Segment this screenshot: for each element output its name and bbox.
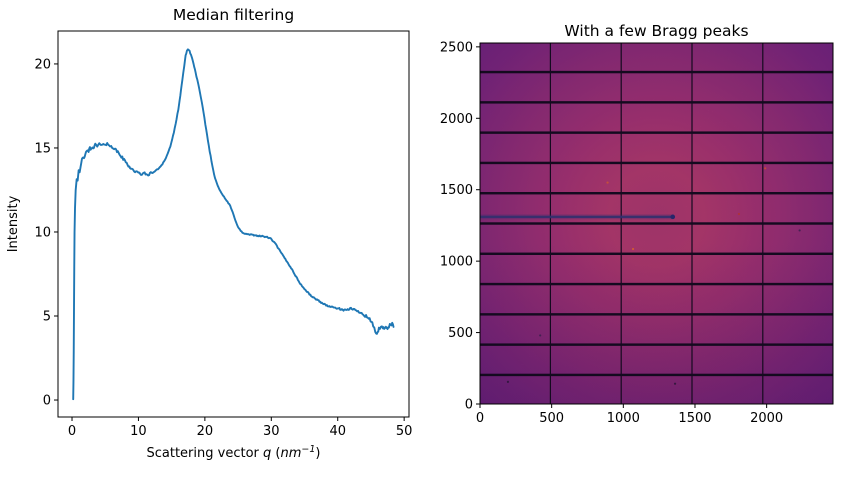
- y-tick-label: 1500: [440, 183, 473, 198]
- module-gap-horizontal: [480, 131, 833, 134]
- intensity-curve: [72, 48, 395, 401]
- x-tick-label: 0: [476, 411, 484, 426]
- x-tick-label: 20: [197, 424, 214, 439]
- bragg-peaks-subplot: With a few Bragg peaks 0 500 1000 1500 2000 …: [440, 22, 834, 426]
- y-tick-label: 20: [34, 57, 51, 72]
- left-y-axis-label: Intensity: [6, 195, 21, 252]
- x-tick-label: 0: [68, 424, 76, 439]
- bragg-peak-dot: [539, 334, 542, 337]
- left-y-axis-ticks: 0 5 10 15 20: [34, 57, 58, 409]
- detector-image: [480, 43, 833, 404]
- module-gap-horizontal: [480, 343, 833, 346]
- x-tick-label: 50: [396, 424, 413, 439]
- x-tick-label: 1000: [607, 411, 640, 426]
- x-tick-label: 10: [130, 424, 147, 439]
- right-y-axis-ticks: 0 500 1000 1500 2000 2500: [440, 40, 480, 413]
- bragg-peak-dot: [764, 167, 767, 170]
- x-tick-label: 40: [329, 424, 346, 439]
- right-x-axis-ticks: 0 500 1000 1500 2000: [476, 404, 783, 426]
- y-tick-label: 15: [34, 141, 51, 156]
- y-tick-label: 10: [34, 225, 51, 240]
- y-tick-label: 1000: [440, 255, 473, 270]
- module-gap-horizontal: [480, 161, 833, 165]
- left-x-axis-ticks: 0 10 20 30 40 50: [68, 417, 413, 439]
- left-x-axis-label: Scattering vector q (nm−1): [147, 444, 321, 461]
- bragg-peak-dot: [673, 382, 677, 385]
- y-tick-label: 2500: [440, 40, 473, 55]
- x-axis-label-part: q: [263, 446, 271, 461]
- y-tick-label: 0: [465, 398, 473, 413]
- right-plot-title: With a few Bragg peaks: [564, 22, 748, 40]
- bragg-peak-dot: [506, 380, 510, 383]
- module-gap-horizontal: [480, 192, 833, 195]
- x-axis-label-part: ): [315, 446, 320, 461]
- y-tick-label: 2000: [440, 112, 473, 127]
- median-filtering-subplot: Median filtering 0 10 20 30 40 50 0 5 10 15 20 In…: [6, 6, 412, 461]
- beamstop-arm: [480, 215, 672, 218]
- x-tick-label: 500: [539, 411, 564, 426]
- module-gap-horizontal: [480, 282, 833, 286]
- bragg-peak-dot: [737, 212, 741, 216]
- module-gap-horizontal: [480, 222, 833, 225]
- x-axis-label-part: nm: [281, 446, 302, 461]
- beamstop-dot: [670, 214, 676, 220]
- module-gap-horizontal: [480, 373, 833, 377]
- x-tick-label: 1500: [678, 411, 711, 426]
- module-gap-horizontal: [480, 70, 833, 74]
- x-tick-label: 2000: [750, 411, 783, 426]
- module-gap-horizontal: [480, 101, 833, 104]
- left-axes-frame: [57, 30, 410, 418]
- y-tick-label: 0: [43, 394, 51, 409]
- bragg-peak-dot: [798, 229, 801, 232]
- detector-module-gaps: [480, 43, 833, 404]
- x-axis-label-part: (: [271, 446, 280, 461]
- left-plot-title: Median filtering: [173, 6, 294, 24]
- y-tick-label: 5: [43, 310, 51, 325]
- bragg-peak-dot: [631, 247, 635, 251]
- x-axis-label-part: Scattering vector: [147, 446, 264, 461]
- x-axis-label-part: −1: [301, 444, 315, 455]
- x-tick-label: 30: [263, 424, 280, 439]
- bragg-peak-dot: [606, 181, 609, 184]
- module-gap-horizontal: [480, 313, 833, 316]
- module-gap-horizontal: [480, 252, 833, 255]
- right-axes-frame: [479, 42, 834, 405]
- y-tick-label: 500: [448, 326, 473, 341]
